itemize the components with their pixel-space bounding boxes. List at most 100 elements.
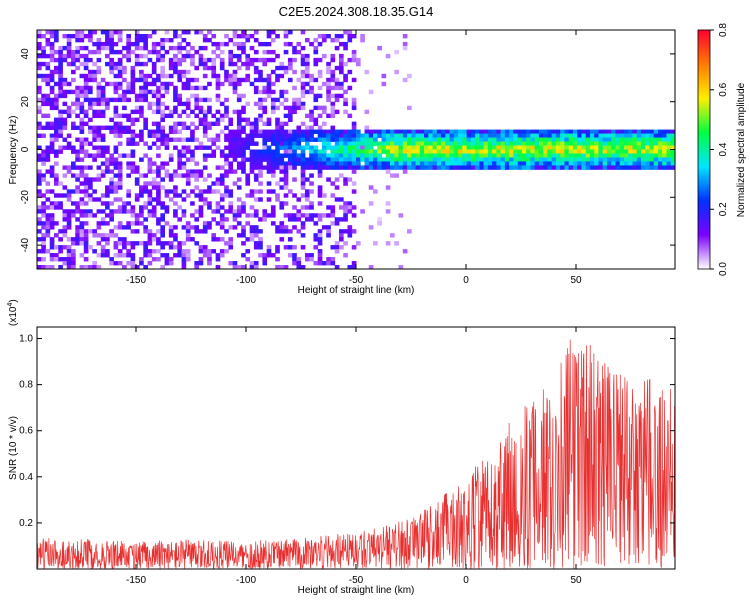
- heatmap-cell: [134, 37, 140, 43]
- heatmap-cell: [598, 141, 604, 146]
- heatmap-cell: [207, 153, 212, 158]
- heatmap-cell: [245, 73, 251, 79]
- heatmap-cell: [134, 193, 140, 198]
- heatmap-cell: [351, 133, 357, 138]
- spectrogram-x-axis: -150 -100 -50 0 50: [126, 30, 582, 286]
- heatmap-cell: [275, 125, 280, 130]
- heatmap-cell: [470, 141, 476, 146]
- heatmap-cell: [368, 157, 374, 162]
- heatmap-cell: [219, 165, 225, 170]
- heatmap-cell: [287, 57, 293, 63]
- heatmap-cell: [453, 165, 459, 170]
- heatmap-cell: [249, 141, 255, 146]
- heatmap-cell: [151, 129, 157, 134]
- heatmap-cell: [151, 45, 157, 51]
- heatmap-cell: [364, 137, 370, 142]
- heatmap-cell: [190, 77, 195, 83]
- heatmap-cell: [258, 105, 263, 111]
- heatmap-cell: [96, 41, 102, 47]
- heatmap-cell: [602, 165, 608, 170]
- heatmap-cell: [326, 113, 331, 119]
- heatmap-cell: [117, 61, 123, 67]
- heatmap-cell: [530, 133, 536, 138]
- heatmap-cell: [207, 261, 212, 266]
- heatmap-cell: [62, 89, 68, 95]
- heatmap-cell: [279, 125, 285, 130]
- heatmap-cell: [117, 33, 123, 39]
- heatmap-cell: [266, 85, 272, 91]
- heatmap-cell: [211, 61, 217, 67]
- heatmap-cell: [521, 129, 527, 134]
- heatmap-cell: [334, 81, 340, 87]
- heatmap-cell: [304, 73, 310, 79]
- heatmap-cell: [432, 145, 438, 150]
- heatmap-cell: [185, 145, 191, 150]
- heatmap-cell: [215, 177, 221, 182]
- heatmap-cell: [49, 45, 55, 51]
- heatmap-cell: [62, 77, 68, 83]
- heatmap-cell: [313, 37, 319, 43]
- heatmap-cell: [385, 129, 391, 134]
- heatmap-cell: [62, 217, 68, 222]
- heatmap-cell: [92, 73, 97, 79]
- y-tick-label: 0.2: [19, 518, 33, 529]
- heatmap-cell: [79, 253, 85, 258]
- heatmap-cell: [79, 73, 85, 79]
- heatmap-cell: [190, 45, 195, 51]
- heatmap-cell: [585, 153, 591, 158]
- heatmap-cell: [458, 157, 463, 162]
- heatmap-cell: [194, 161, 200, 166]
- heatmap-cell: [181, 81, 187, 87]
- heatmap-cell: [45, 181, 51, 186]
- heatmap-cell: [321, 141, 327, 146]
- heatmap-cell: [445, 149, 450, 154]
- heatmap-cell: [317, 105, 323, 111]
- heatmap-cell: [287, 153, 293, 158]
- heatmap-cell: [113, 61, 119, 67]
- heatmap-cell: [517, 153, 523, 158]
- heatmap-cell: [487, 141, 493, 146]
- heatmap-cell: [71, 201, 76, 206]
- heatmap-cell: [83, 213, 89, 218]
- heatmap-cell: [606, 153, 612, 158]
- heatmap-cell: [37, 45, 42, 51]
- heatmap-cell: [657, 165, 663, 170]
- heatmap-cell: [492, 129, 497, 134]
- heatmap-cell: [66, 197, 72, 202]
- heatmap-cell: [585, 145, 591, 150]
- heatmap-cell: [92, 129, 97, 134]
- heatmap-cell: [611, 153, 616, 158]
- heatmap-cell: [96, 241, 102, 246]
- heatmap-cell: [173, 65, 178, 71]
- heatmap-cell: [279, 265, 285, 270]
- heatmap-cell: [381, 129, 387, 134]
- heatmap-cell: [79, 221, 85, 226]
- heatmap-cell: [134, 177, 140, 182]
- heatmap-cell: [475, 145, 480, 150]
- heatmap-cell: [253, 173, 259, 178]
- heatmap-cell: [92, 49, 97, 55]
- heatmap-cell: [517, 161, 523, 166]
- heatmap-cell: [253, 117, 259, 123]
- heatmap-cell: [92, 265, 97, 270]
- heatmap-cell: [334, 217, 340, 222]
- heatmap-cell: [219, 197, 225, 202]
- heatmap-cell: [54, 121, 59, 126]
- heatmap-cell: [130, 133, 136, 138]
- heatmap-cell: [49, 165, 55, 170]
- heatmap-cell: [147, 237, 153, 242]
- heatmap-cell: [317, 165, 323, 170]
- heatmap-cell: [151, 141, 157, 146]
- heatmap-cell: [58, 93, 63, 99]
- heatmap-cell: [313, 105, 319, 111]
- heatmap-cell: [122, 201, 127, 206]
- heatmap-cell: [428, 141, 433, 146]
- heatmap-cell: [504, 165, 510, 170]
- heatmap-cell: [534, 137, 540, 142]
- heatmap-cell: [283, 133, 289, 138]
- heatmap-cell: [83, 65, 89, 71]
- heatmap-cell: [670, 145, 676, 150]
- heatmap-cell: [517, 149, 523, 154]
- heatmap-cell: [41, 49, 46, 55]
- heatmap-cell: [509, 137, 514, 142]
